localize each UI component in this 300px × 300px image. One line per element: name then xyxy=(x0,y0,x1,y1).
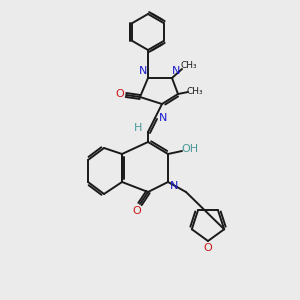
Text: O: O xyxy=(204,243,212,253)
Text: N: N xyxy=(170,181,178,191)
Text: CH₃: CH₃ xyxy=(187,86,203,95)
Text: N: N xyxy=(159,113,167,123)
Text: N: N xyxy=(172,66,180,76)
Text: H: H xyxy=(134,123,142,133)
Text: OH: OH xyxy=(182,144,199,154)
Text: CH₃: CH₃ xyxy=(181,61,197,70)
Text: O: O xyxy=(133,206,141,216)
Text: N: N xyxy=(139,66,147,76)
Text: O: O xyxy=(116,89,124,99)
